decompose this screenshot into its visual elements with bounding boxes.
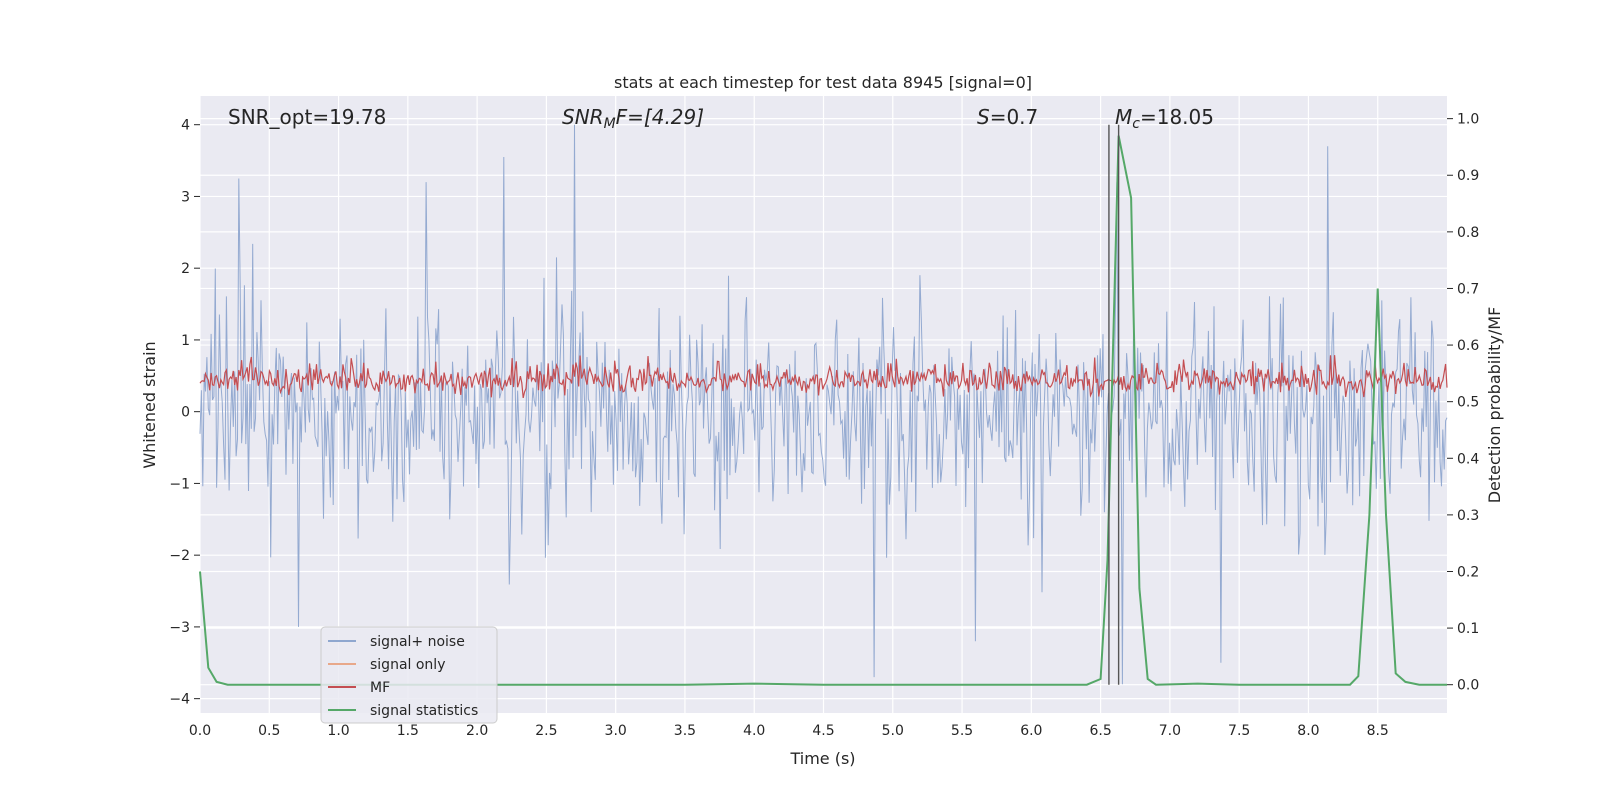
x-tick-label: 6.0 (1020, 723, 1042, 739)
vertical-markers (1108, 124, 1120, 685)
annotation-mc: Mc=18.05 (1115, 105, 1214, 132)
y-right-tick-label: 0.9 (1457, 168, 1479, 184)
x-tick-label: 0.0 (189, 723, 211, 739)
annotation-s: S=0.7 (977, 105, 1038, 129)
series-signal-noise (199, 124, 1448, 685)
y-right-tick-label: 0.8 (1457, 225, 1479, 241)
x-tick-label: 1.0 (327, 723, 349, 739)
x-tick-label: 8.5 (1367, 723, 1389, 739)
x-tick-label: 5.5 (951, 723, 973, 739)
x-axis: 0.0 0.5 1.0 1.5 2.0 2.5 3.0 3.5 4.0 4.5 5.0 5.5 6.0 6… (189, 723, 1389, 739)
x-tick-label: 2.5 (535, 723, 557, 739)
y-right-tick-label: 0.7 (1457, 281, 1479, 297)
x-tick-label: 0.5 (258, 723, 280, 739)
legend: signal+ noise signal only MF signal stat… (320, 626, 498, 724)
y-tick-label: −3 (169, 620, 190, 636)
y-right-tick-label: 0.0 (1457, 678, 1479, 694)
x-tick-label: 7.0 (1159, 723, 1181, 739)
x-tick-label: 4.0 (743, 723, 765, 739)
chart-title: stats at each timestep for test data 894… (614, 73, 1032, 92)
y-tick-label: 2 (181, 261, 190, 277)
annotation-snr-opt: SNR_opt=19.78 (228, 105, 386, 129)
legend-label-signal-only: signal only (370, 657, 445, 673)
y-tick-label: 4 (181, 118, 190, 134)
y-right-tick-label: 0.5 (1457, 395, 1479, 411)
signal-noise-line (199, 124, 1448, 685)
legend-label-signal-statistics: signal statistics (370, 703, 478, 719)
y-right-tick-label: 0.2 (1457, 564, 1479, 580)
legend-box (320, 626, 498, 724)
y-right-tick-label: 0.6 (1457, 338, 1479, 354)
y-tick-label: 0 (181, 405, 190, 421)
legend-label-mf: MF (370, 680, 390, 696)
y-tick-label: 3 (181, 189, 190, 205)
grid-vertical (199, 96, 1379, 713)
y-axis-label: Whitened strain (140, 341, 159, 468)
y-axis-left: 4 3 2 1 0 −1 −2 −3 −4 (169, 118, 200, 708)
x-tick-label: 2.0 (466, 723, 488, 739)
y-tick-label: −4 (169, 692, 190, 708)
y-tick-label: −2 (169, 548, 190, 564)
series-mf (199, 355, 1448, 399)
x-tick-label: 3.5 (674, 723, 696, 739)
x-tick-label: 1.5 (397, 723, 419, 739)
x-axis-label: Time (s) (789, 749, 855, 768)
y-right-tick-label: 0.1 (1457, 621, 1479, 637)
x-tick-label: 4.5 (812, 723, 834, 739)
x-tick-label: 3.0 (605, 723, 627, 739)
y-tick-label: 1 (181, 333, 190, 349)
x-tick-label: 5.0 (882, 723, 904, 739)
y-right-tick-label: 1.0 (1457, 112, 1479, 128)
y-axis-label-right: Detection probability/MF (1485, 307, 1504, 504)
y-right-tick-label: 0.4 (1457, 451, 1479, 467)
x-tick-label: 7.5 (1228, 723, 1250, 739)
y-right-tick-label: 0.3 (1457, 508, 1479, 524)
legend-label-signal-noise: signal+ noise (370, 634, 465, 650)
x-tick-label: 8.0 (1297, 723, 1319, 739)
y-tick-label: −1 (169, 476, 190, 492)
y-axis-right: 1.0 0.9 0.8 0.7 0.6 0.5 0.4 0.3 0.2 0.1 0.0 (1447, 112, 1479, 694)
x-tick-label: 6.5 (1089, 723, 1111, 739)
annotation-snr-mf: SNRMF=[4.29] (562, 105, 704, 132)
mf-line (199, 355, 1448, 399)
